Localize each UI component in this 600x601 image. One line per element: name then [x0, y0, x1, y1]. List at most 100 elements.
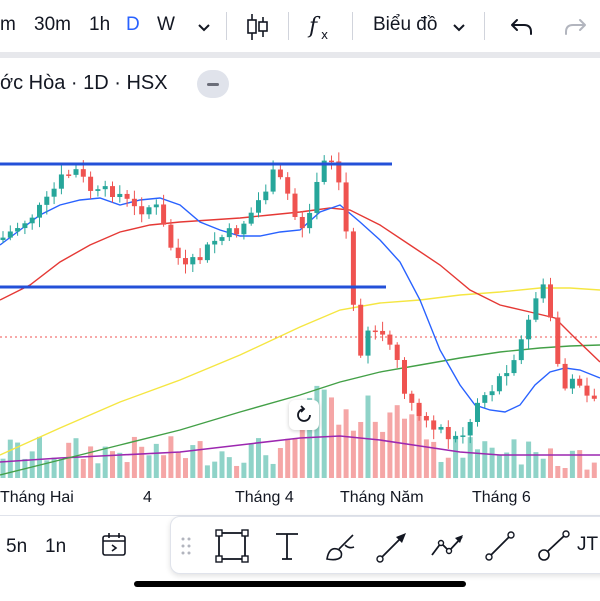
candle-body	[329, 160, 334, 163]
volume-bar	[270, 463, 276, 478]
candle-body	[416, 402, 422, 416]
candle-body	[292, 193, 298, 217]
volume-bar	[117, 452, 123, 478]
candle-body	[277, 169, 283, 178]
candle-body	[204, 244, 210, 261]
candle-body	[22, 223, 28, 229]
candle-body	[285, 177, 291, 194]
volume-bar	[336, 424, 342, 478]
candle-body	[44, 196, 50, 205]
candle-body	[489, 391, 495, 396]
toolbar-divider	[484, 12, 485, 40]
volume-bar	[124, 462, 130, 478]
candle-body	[460, 435, 466, 437]
volume-bar	[292, 439, 298, 478]
volume-bars	[0, 385, 597, 478]
volume-bar	[540, 458, 546, 478]
arrow-tool-icon[interactable]	[376, 529, 410, 563]
candle-body	[51, 188, 57, 197]
drawing-tools-panel: JT	[170, 516, 600, 574]
volume-bar	[416, 404, 422, 478]
volume-bar	[329, 397, 334, 478]
volume-bar	[29, 451, 35, 478]
volume-bar	[212, 461, 218, 478]
candle-body	[314, 181, 320, 213]
chart-type-menu-button[interactable]: Biểu đồ	[373, 14, 438, 35]
symbol-legend[interactable]: ớc Hòa · 1D · HSX	[0, 72, 168, 94]
volume-bar	[131, 436, 137, 478]
volume-bar	[380, 431, 386, 478]
svg-text:x: x	[321, 28, 328, 42]
volume-bar	[248, 443, 254, 478]
candle-body	[117, 193, 123, 197]
volume-bar	[358, 421, 364, 478]
price-chart[interactable]	[0, 100, 600, 478]
drag-handle-icon[interactable]	[179, 535, 193, 557]
candle-body	[365, 330, 371, 356]
ma-blue-line	[0, 197, 600, 413]
indicators-icon[interactable]: f x	[307, 11, 335, 43]
volume-bar	[591, 462, 597, 478]
volume-bar	[475, 449, 480, 478]
candles-icon[interactable]	[244, 12, 270, 42]
toolbar-divider	[352, 12, 353, 40]
range-5-years-button[interactable]: 5n	[6, 536, 28, 557]
chevron-down-icon[interactable]	[195, 18, 213, 36]
candle-body	[438, 426, 444, 430]
volume-bar	[467, 437, 473, 478]
ma-green-line	[0, 344, 600, 476]
volume-bar	[204, 465, 210, 478]
trend-line-tool-icon[interactable]	[483, 529, 517, 563]
interval-30m-button[interactable]: 30m	[34, 14, 71, 35]
candle-body	[380, 330, 386, 335]
interval-minute-button[interactable]: m	[0, 14, 16, 35]
legend-collapse-button[interactable]	[197, 70, 229, 98]
candle-body	[496, 376, 502, 392]
range-1-year-button[interactable]: 1n	[45, 536, 67, 557]
candle-body	[402, 359, 407, 394]
ray-tool-icon[interactable]	[536, 529, 570, 563]
candle-body	[66, 174, 72, 176]
volume-bar	[234, 465, 240, 478]
toolbar-divider	[226, 12, 227, 40]
candle-body	[153, 204, 159, 208]
volume-bar	[256, 438, 261, 478]
rectangle-tool-icon[interactable]	[215, 529, 249, 563]
volume-bar	[489, 447, 495, 478]
candle-body	[526, 319, 532, 340]
text-tool-icon[interactable]	[270, 529, 304, 563]
volume-bar	[431, 441, 437, 478]
candle-body	[307, 212, 313, 229]
reset-chart-button[interactable]	[289, 400, 319, 430]
rotate-icon	[297, 405, 311, 422]
candle-body	[110, 186, 115, 197]
volume-bar	[102, 446, 108, 478]
candle-body	[241, 223, 247, 235]
volume-bar	[372, 421, 378, 478]
path-tool-icon[interactable]	[429, 529, 463, 563]
candle-body	[146, 207, 152, 215]
candle-body	[569, 378, 575, 389]
more-tools-label[interactable]: JT	[577, 534, 599, 555]
volume-bar	[562, 468, 568, 478]
brush-tool-icon[interactable]	[323, 529, 357, 563]
chevron-down-icon[interactable]	[450, 18, 468, 36]
volume-bar	[168, 436, 174, 478]
volume-bar	[66, 442, 72, 478]
volume-bar	[161, 455, 167, 478]
candle-body	[321, 160, 327, 182]
redo-icon[interactable]	[562, 13, 588, 39]
volume-bar	[577, 450, 583, 478]
interval-week-button[interactable]: W	[157, 14, 175, 35]
candle-body	[467, 421, 473, 436]
interval-day-button[interactable]: D	[126, 14, 140, 35]
volume-bar	[263, 455, 269, 478]
candle-body	[591, 395, 597, 399]
bottom-toolbar: 5n 1n	[0, 515, 600, 601]
calendar-range-icon[interactable]	[100, 530, 130, 560]
x-axis-label: Tháng 4	[235, 489, 294, 506]
candle-body	[58, 174, 64, 189]
interval-1h-button[interactable]: 1h	[89, 14, 111, 35]
candle-body	[183, 258, 188, 265]
undo-icon[interactable]	[509, 13, 535, 39]
